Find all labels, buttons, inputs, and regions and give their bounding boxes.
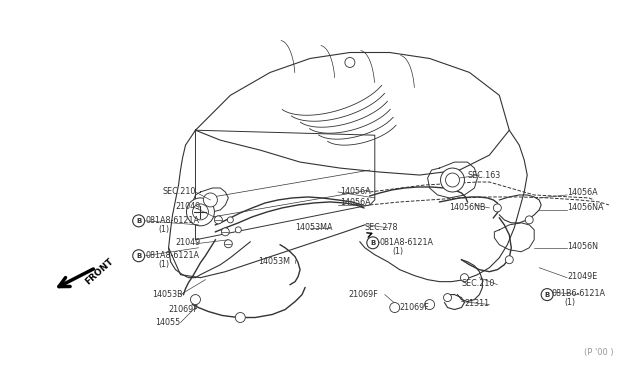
Text: 14056N: 14056N (567, 242, 598, 251)
Circle shape (444, 294, 451, 302)
Circle shape (493, 204, 501, 212)
Text: SEC.210: SEC.210 (163, 187, 196, 196)
Circle shape (186, 198, 214, 226)
Text: 14056NA: 14056NA (567, 203, 604, 212)
Text: 21069F: 21069F (348, 290, 378, 299)
Circle shape (132, 250, 145, 262)
Text: (1): (1) (564, 298, 575, 307)
Circle shape (460, 274, 468, 282)
Text: B: B (370, 240, 376, 246)
Circle shape (440, 168, 465, 192)
Text: 14056A: 14056A (340, 187, 371, 196)
Text: 21311: 21311 (465, 299, 490, 308)
Text: 21049E: 21049E (567, 272, 597, 281)
Text: 14055: 14055 (156, 318, 181, 327)
Circle shape (225, 240, 232, 248)
Text: 14053M: 14053M (258, 257, 290, 266)
Text: SEC.278: SEC.278 (365, 223, 398, 232)
Circle shape (236, 312, 245, 323)
Circle shape (204, 193, 218, 207)
Text: 081B6-6121A: 081B6-6121A (551, 289, 605, 298)
Text: 21069F: 21069F (168, 305, 198, 314)
Text: SEC.163: SEC.163 (467, 170, 500, 180)
Circle shape (191, 295, 200, 305)
Text: 081A8-6121A: 081A8-6121A (380, 238, 434, 247)
Text: FRONT: FRONT (84, 257, 116, 286)
Circle shape (214, 216, 222, 224)
Circle shape (390, 302, 400, 312)
Text: 14053MA: 14053MA (295, 223, 333, 232)
Text: B: B (545, 292, 550, 298)
Text: SEC.210: SEC.210 (461, 279, 495, 288)
Circle shape (445, 173, 460, 187)
Text: 21069F: 21069F (400, 303, 429, 312)
Text: (1): (1) (393, 247, 404, 256)
Circle shape (132, 215, 145, 227)
Text: 081A8-6121A: 081A8-6121A (146, 251, 200, 260)
Text: B: B (136, 253, 141, 259)
Text: 081A8-6121A: 081A8-6121A (146, 217, 200, 225)
Text: 14056A: 14056A (340, 198, 371, 208)
Text: 21049: 21049 (175, 202, 201, 211)
Text: (P '00 ): (P '00 ) (584, 348, 614, 357)
Text: (1): (1) (159, 260, 170, 269)
Circle shape (525, 216, 533, 224)
Text: B: B (136, 218, 141, 224)
Circle shape (345, 58, 355, 67)
Circle shape (541, 289, 553, 301)
Circle shape (236, 227, 241, 233)
Text: 14056A: 14056A (567, 189, 598, 198)
Circle shape (227, 217, 234, 223)
Circle shape (193, 204, 209, 220)
Text: (1): (1) (159, 225, 170, 234)
Text: 14056NB: 14056NB (449, 203, 486, 212)
Circle shape (221, 228, 229, 236)
Circle shape (424, 299, 435, 310)
Circle shape (367, 237, 379, 249)
Circle shape (506, 256, 513, 264)
Text: 21049: 21049 (175, 238, 201, 247)
Text: 14053B: 14053B (152, 290, 183, 299)
